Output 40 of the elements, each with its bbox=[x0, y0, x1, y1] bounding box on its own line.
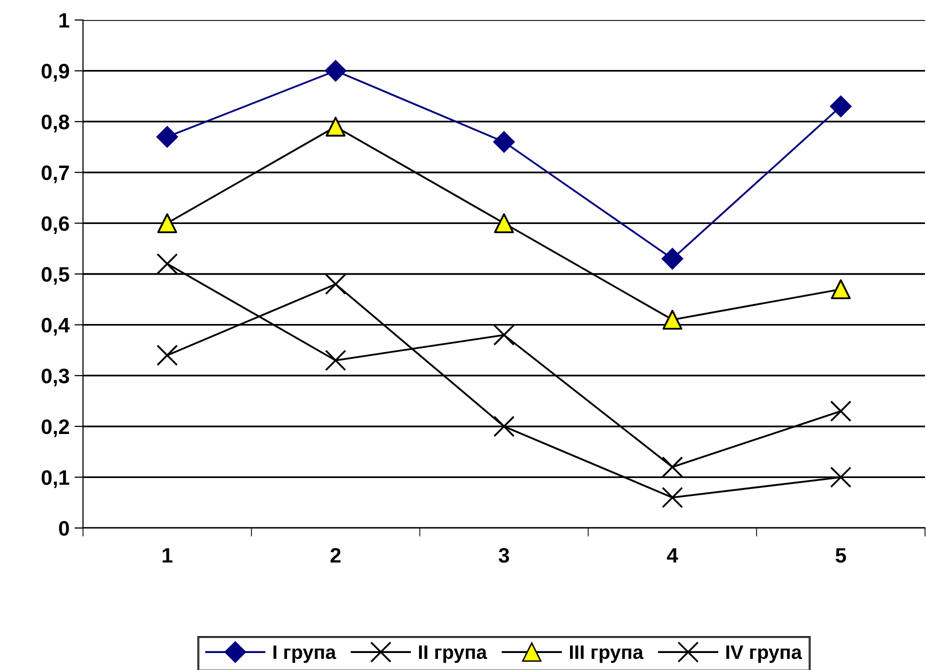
point bbox=[156, 126, 178, 148]
y-tick-label: 0,8 bbox=[42, 114, 70, 132]
point bbox=[493, 324, 515, 346]
point bbox=[830, 466, 852, 488]
x-tick-label: 4 bbox=[666, 548, 678, 563]
point bbox=[324, 60, 346, 82]
x-tick-label: 3 bbox=[498, 548, 510, 563]
point bbox=[830, 279, 851, 300]
point bbox=[493, 131, 515, 153]
x-tick-label: 5 bbox=[836, 548, 846, 563]
point bbox=[156, 344, 178, 366]
y-tick-label: 0 bbox=[59, 521, 69, 536]
x-tick-label: 1 bbox=[162, 548, 172, 563]
point bbox=[157, 213, 178, 234]
legend-label: I група bbox=[274, 645, 336, 663]
y-tick-label: 0,9 bbox=[42, 64, 70, 82]
point bbox=[494, 213, 514, 234]
point bbox=[662, 248, 684, 270]
y-tick-label: 0,5 bbox=[42, 267, 70, 285]
point bbox=[326, 116, 346, 137]
x-tick-label: 2 bbox=[330, 548, 341, 563]
point bbox=[830, 400, 852, 422]
point bbox=[156, 253, 178, 274]
y-tick-label: 0,1 bbox=[42, 470, 70, 488]
legend-label: III група bbox=[570, 645, 644, 663]
y-tick-label: 0,3 bbox=[42, 368, 70, 386]
y-tick-label: 0,2 bbox=[42, 419, 69, 438]
y-tick-label: 0,6 bbox=[42, 216, 70, 234]
point bbox=[662, 456, 684, 478]
y-tick-label: 1 bbox=[60, 13, 70, 28]
y-tick-label: 0,4 bbox=[42, 318, 70, 336]
point bbox=[662, 486, 684, 508]
legend-label: IV група bbox=[726, 645, 802, 663]
point bbox=[493, 416, 515, 438]
point bbox=[662, 310, 682, 330]
point bbox=[830, 96, 852, 118]
legend-label: II група bbox=[419, 645, 488, 663]
y-tick-label: 0,7 bbox=[42, 165, 69, 184]
point bbox=[324, 274, 346, 295]
point bbox=[324, 350, 346, 371]
